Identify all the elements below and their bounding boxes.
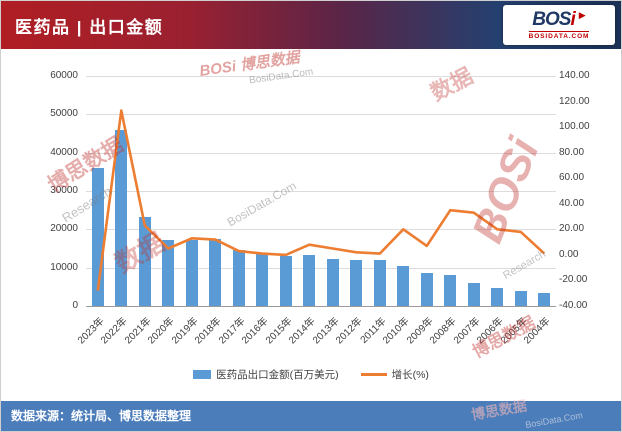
bar (232, 250, 245, 306)
header: 医药品 | 出口金额 BOS i ▶ BOSIDATA.COM (1, 1, 621, 49)
bar (420, 273, 433, 306)
legend-line-swatch (360, 373, 387, 376)
right-axis-tick: 40.00 (559, 197, 585, 209)
right-axis-tick: -40.00 (559, 300, 588, 311)
right-axis-tick: 20.00 (559, 223, 585, 235)
bar (514, 291, 527, 306)
bar (162, 240, 175, 306)
legend-item-line: 增长(%) (360, 367, 429, 382)
logo-text-bos: BOS (532, 9, 571, 30)
bar (350, 260, 363, 306)
footer: 数据来源：统计局、博思数据整理 (1, 401, 621, 431)
left-axis-tick: 30000 (50, 185, 78, 196)
left-axis-tick: 50000 (50, 108, 78, 120)
gridline (86, 76, 556, 77)
gridline (86, 152, 556, 154)
legend-bar-swatch (193, 370, 212, 379)
right-axis-tick: 60.00 (559, 172, 585, 184)
right-axis-tick: 100.00 (559, 121, 590, 133)
gridline (86, 229, 556, 231)
right-axis-tick: 120.00 (559, 95, 590, 107)
logo-text-i: i (570, 9, 576, 30)
right-axis-tick: -20.00 (559, 274, 588, 286)
play-triangle-icon: ▶ (578, 10, 586, 20)
left-axis-tick: 40000 (50, 146, 78, 158)
left-axis-labels: 60000 50000 40000 30000 20000 10000 0 (1, 1, 81, 431)
bar (538, 293, 551, 306)
growth-line (96, 109, 546, 291)
x-axis-line (86, 306, 556, 307)
bar (444, 275, 457, 306)
plot-area (86, 76, 556, 307)
gridline (86, 267, 556, 269)
right-axis-tick: 80.00 (559, 146, 585, 158)
bar (326, 259, 339, 306)
bar (397, 266, 410, 306)
bosi-logo: BOS i ▶ BOSIDATA.COM (503, 5, 615, 45)
bar (303, 254, 316, 306)
right-axis-tick: 140.00 (559, 70, 590, 81)
bar (138, 217, 151, 306)
legend-item-bar: 医药品出口金额(百万美元) (193, 367, 339, 382)
data-source-text: 数据来源：统计局、博思数据整理 (11, 409, 192, 423)
bar (373, 260, 386, 306)
legend-line-label: 增长(%) (391, 369, 429, 381)
left-axis-tick: 20000 (50, 223, 78, 235)
legend: 医药品出口金额(百万美元) 增长(%) (1, 367, 621, 382)
bar (491, 287, 504, 306)
right-axis-labels: 140.00 120.00 100.00 80.00 60.00 40.00 20.00 0.… (559, 1, 621, 431)
bar (115, 129, 128, 306)
logo-row: BOS i ▶ (532, 10, 585, 29)
gridline (86, 114, 556, 116)
bar (256, 253, 269, 306)
left-axis-tick: 60000 (50, 70, 78, 81)
page-title: 医药品 | 出口金额 (15, 17, 164, 37)
right-axis-tick: 0.00 (559, 248, 579, 260)
gridline (86, 191, 556, 192)
logo-subtext: BOSIDATA.COM (528, 31, 590, 40)
bar (185, 239, 198, 306)
bar (209, 238, 222, 306)
legend-bar-label: 医药品出口金额(百万美元) (216, 369, 339, 381)
bar (467, 282, 480, 306)
left-axis-tick: 0 (72, 300, 78, 311)
left-axis-tick: 10000 (50, 261, 78, 273)
bar (279, 255, 292, 306)
